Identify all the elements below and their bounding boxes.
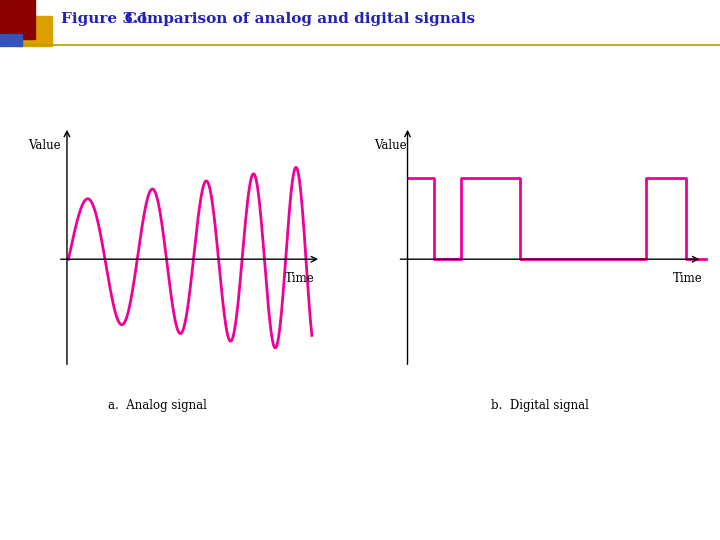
Bar (17, 16, 52, 46)
Text: Time: Time (672, 272, 702, 285)
Text: Figure 3.1: Figure 3.1 (61, 12, 149, 26)
Text: Value: Value (27, 139, 60, 152)
Text: Time: Time (284, 272, 315, 285)
Text: a.  Analog signal: a. Analog signal (108, 399, 207, 411)
Bar (0, 35, 22, 46)
Text: b.  Digital signal: b. Digital signal (491, 399, 589, 411)
Text: Value: Value (374, 139, 407, 152)
Text: Comparison of analog and digital signals: Comparison of analog and digital signals (109, 12, 476, 26)
Bar (0, 0, 35, 39)
